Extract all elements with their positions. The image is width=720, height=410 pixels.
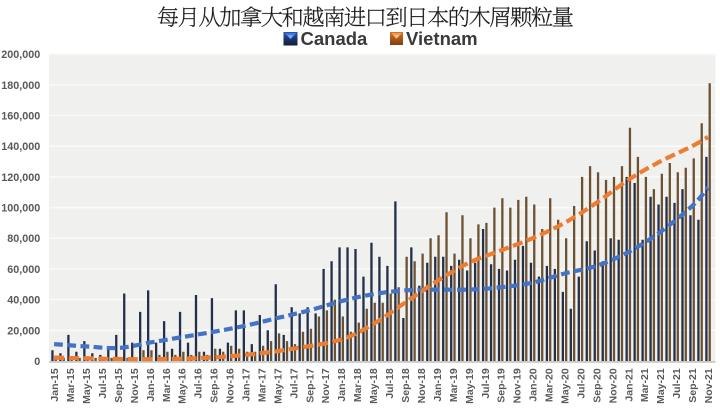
svg-text:Sep-16: Sep-16 bbox=[209, 368, 221, 403]
svg-text:Canada: Canada bbox=[301, 28, 369, 49]
svg-text:Sep-17: Sep-17 bbox=[304, 368, 316, 403]
svg-text:80,000: 80,000 bbox=[7, 233, 40, 245]
svg-text:May-20: May-20 bbox=[560, 368, 572, 404]
svg-text:Mar-15: Mar-15 bbox=[65, 368, 77, 402]
svg-text:Jan-19: Jan-19 bbox=[432, 368, 444, 401]
svg-text:Nov-19: Nov-19 bbox=[512, 368, 524, 403]
svg-text:20,000: 20,000 bbox=[7, 325, 40, 337]
svg-text:Sep-18: Sep-18 bbox=[400, 368, 412, 403]
svg-text:200,000: 200,000 bbox=[1, 49, 40, 61]
svg-text:May-17: May-17 bbox=[272, 368, 284, 404]
svg-text:Sep-20: Sep-20 bbox=[591, 368, 603, 403]
svg-text:Nov-17: Nov-17 bbox=[320, 368, 332, 403]
svg-text:Nov-20: Nov-20 bbox=[607, 368, 619, 403]
svg-text:Nov-16: Nov-16 bbox=[225, 368, 237, 403]
svg-text:Jan-16: Jan-16 bbox=[145, 368, 157, 401]
svg-text:Mar-19: Mar-19 bbox=[448, 368, 460, 402]
svg-text:Jul-16: Jul-16 bbox=[193, 368, 205, 399]
svg-text:Mar-17: Mar-17 bbox=[256, 368, 268, 402]
svg-text:Jul-18: Jul-18 bbox=[384, 368, 396, 399]
svg-text:Jan-21: Jan-21 bbox=[623, 368, 635, 401]
svg-text:60,000: 60,000 bbox=[7, 264, 40, 276]
svg-text:120,000: 120,000 bbox=[1, 172, 40, 184]
svg-text:May-19: May-19 bbox=[464, 368, 476, 404]
svg-text:Jul-21: Jul-21 bbox=[671, 368, 683, 399]
svg-text:Mar-16: Mar-16 bbox=[161, 368, 173, 402]
svg-text:May-16: May-16 bbox=[177, 368, 189, 404]
svg-text:Sep-19: Sep-19 bbox=[496, 368, 508, 403]
svg-text:Sep-21: Sep-21 bbox=[687, 368, 699, 403]
svg-text:40,000: 40,000 bbox=[7, 295, 40, 307]
svg-text:Jan-15: Jan-15 bbox=[49, 368, 61, 401]
svg-text:Nov-21: Nov-21 bbox=[703, 368, 715, 403]
svg-text:Jul-19: Jul-19 bbox=[480, 368, 492, 399]
svg-text:Mar-20: Mar-20 bbox=[544, 368, 556, 402]
svg-text:Nov-15: Nov-15 bbox=[129, 368, 141, 403]
svg-text:160,000: 160,000 bbox=[1, 111, 40, 123]
svg-text:Jan-18: Jan-18 bbox=[336, 368, 348, 401]
svg-text:Jan-20: Jan-20 bbox=[528, 368, 540, 401]
svg-text:Sep-15: Sep-15 bbox=[113, 368, 125, 403]
svg-text:Nov-18: Nov-18 bbox=[416, 368, 428, 403]
svg-text:May-21: May-21 bbox=[655, 368, 667, 404]
svg-text:Jul-17: Jul-17 bbox=[288, 368, 300, 399]
svg-text:May-15: May-15 bbox=[81, 368, 93, 404]
svg-text:Vietnam: Vietnam bbox=[406, 28, 478, 49]
svg-text:100,000: 100,000 bbox=[1, 203, 40, 215]
svg-text:Mar-18: Mar-18 bbox=[352, 368, 364, 402]
svg-text:Mar-21: Mar-21 bbox=[639, 368, 651, 402]
svg-text:0: 0 bbox=[34, 356, 40, 368]
svg-text:140,000: 140,000 bbox=[1, 141, 40, 153]
svg-text:May-18: May-18 bbox=[368, 368, 380, 404]
svg-text:Jan-17: Jan-17 bbox=[241, 368, 253, 401]
svg-text:180,000: 180,000 bbox=[1, 80, 40, 92]
svg-text:Jul-20: Jul-20 bbox=[576, 368, 588, 399]
svg-text:Jul-15: Jul-15 bbox=[97, 368, 109, 399]
